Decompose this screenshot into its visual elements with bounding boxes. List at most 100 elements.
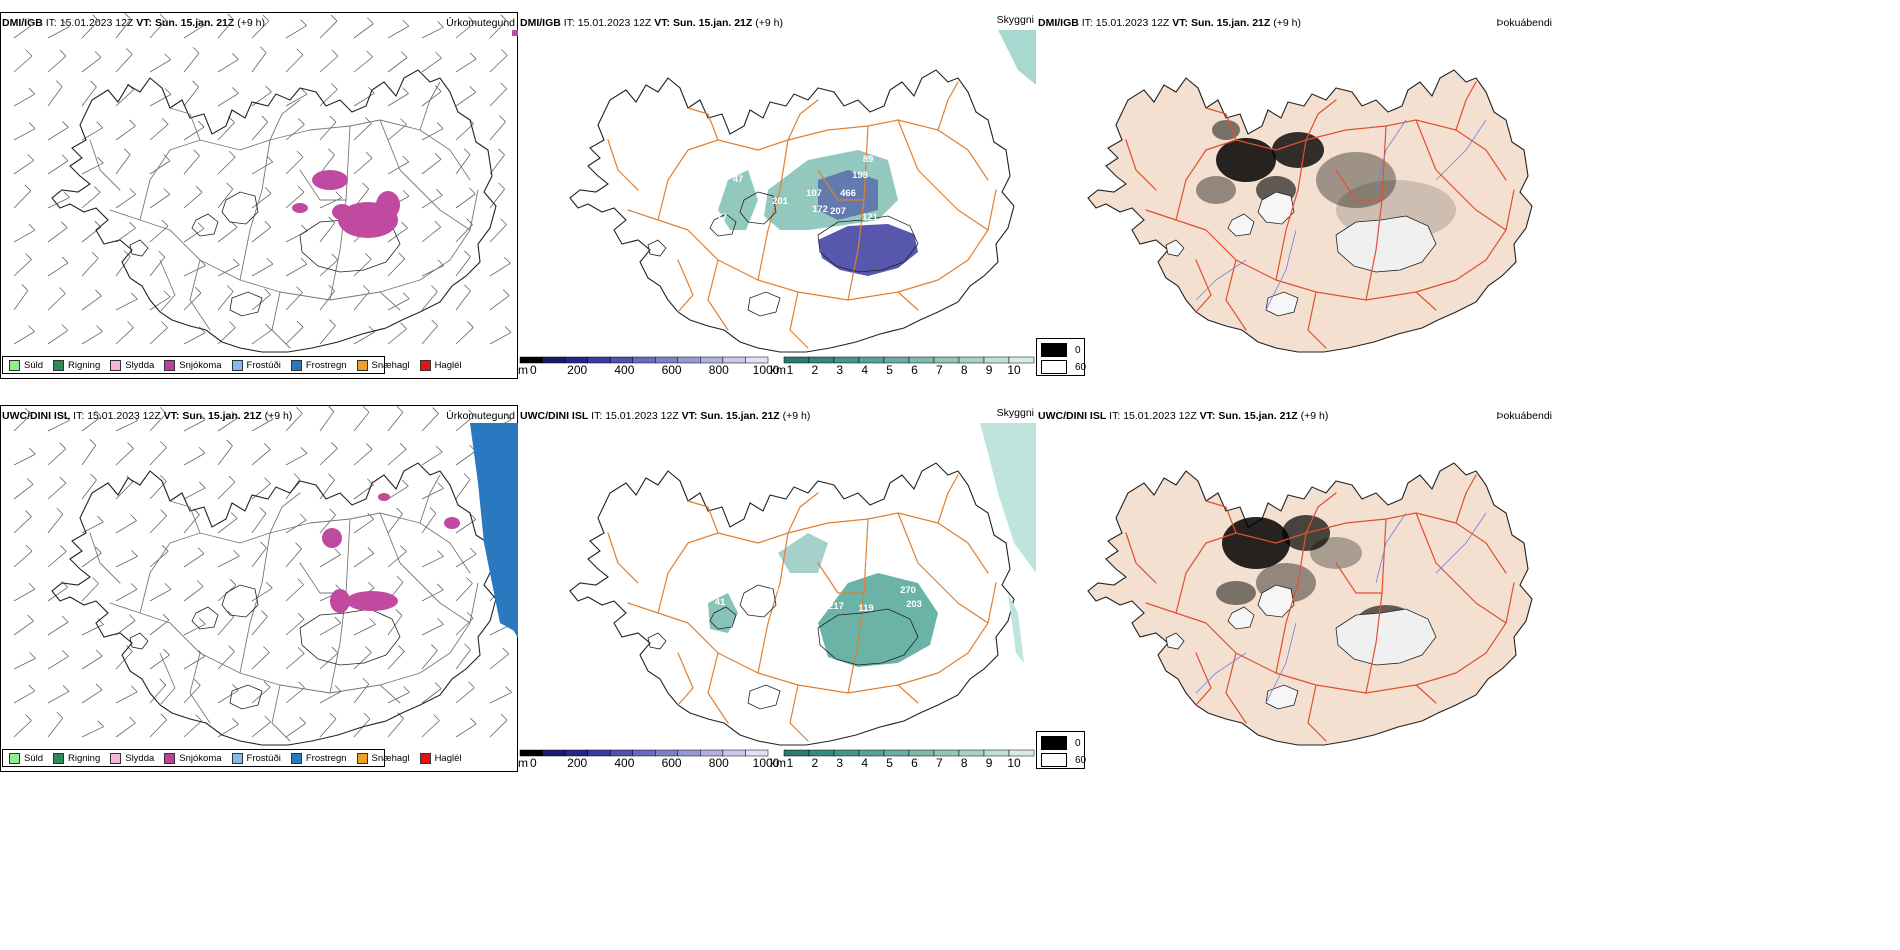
barb-flag (365, 117, 372, 124)
barb-flag (27, 154, 35, 161)
barb-flag (398, 645, 405, 652)
barb-flag (25, 49, 33, 57)
barb-flag (366, 50, 373, 58)
barb-flag (364, 252, 372, 260)
barb-flag (464, 643, 471, 651)
visibility-label: 77 (717, 212, 728, 223)
barb-flag (469, 85, 476, 93)
wind-barb (285, 584, 304, 602)
wind-barb (387, 328, 407, 345)
barb-flag (328, 473, 335, 481)
barb-flag (161, 545, 169, 552)
wind-barb (251, 587, 273, 602)
barb-flag (328, 216, 335, 224)
barb-flag (28, 325, 35, 332)
barb-flag (126, 645, 133, 652)
snowfall-area (330, 589, 350, 613)
wind-barb (13, 620, 34, 636)
wind-barb (251, 294, 271, 311)
visibility-label: 139 (902, 194, 918, 205)
barb-flag (55, 80, 63, 87)
offset: (+9 h) (782, 410, 811, 422)
barb-flag (331, 83, 338, 90)
wind-barb (455, 583, 473, 602)
wind-barb (455, 327, 474, 345)
barb-flag (434, 85, 442, 92)
legend-label: 60 (1075, 754, 1087, 766)
wind-barb (217, 156, 236, 175)
wind-barb (115, 691, 138, 704)
barb-flag (469, 717, 477, 725)
colorbar-tick: 8 (961, 363, 968, 377)
wind-barb (421, 556, 444, 568)
barb-flag (400, 545, 407, 552)
sea-visibility-area (998, 30, 1036, 85)
wind-barb (217, 188, 234, 209)
wind-barb (81, 57, 102, 73)
barb-flag (260, 541, 267, 549)
barb-flag (498, 148, 505, 156)
barb-flag (95, 546, 102, 554)
colorbar-tick: 0 (530, 363, 537, 377)
legend-swatch (53, 752, 65, 764)
barb-flag (501, 49, 508, 56)
wind-barb (149, 619, 170, 636)
wind-barb (149, 59, 171, 73)
barb-flag (437, 583, 444, 591)
wind-barb (115, 256, 131, 277)
visibility-label: 207 (830, 206, 846, 217)
wind-barb (251, 513, 267, 534)
wind-barb (421, 513, 437, 534)
visibility-label: 89 (863, 154, 874, 165)
vt-value: Sun. 15.jan. 21Z (672, 17, 753, 29)
barb-flag (161, 118, 169, 125)
wind-barb (81, 689, 103, 704)
wind-barb (489, 653, 509, 670)
wind-barb (387, 412, 404, 432)
barb-flag (128, 614, 136, 621)
wind-barb (421, 720, 440, 738)
wind-barb (13, 516, 32, 534)
wind-barbs (13, 12, 512, 345)
fog-area (1272, 132, 1324, 168)
barb-flag (464, 284, 471, 292)
barb-flag (164, 583, 172, 590)
wind-barb (285, 54, 304, 73)
wind-barb (387, 298, 410, 311)
barb-flag (63, 414, 70, 421)
wind-barb (285, 413, 303, 432)
visibility-label: 217 (828, 601, 844, 612)
wind-barb (455, 450, 476, 466)
barb-flag (504, 326, 512, 333)
wind-barb (47, 621, 69, 636)
panel-title: Úrkomutegund (446, 17, 515, 29)
barb-flag (232, 87, 239, 94)
barb-flag (63, 191, 70, 198)
barb-flag (232, 53, 239, 60)
barb-flag (331, 253, 339, 261)
wind-barb (183, 228, 205, 243)
visibility-label: 466 (840, 188, 856, 199)
vt-value: Sun. 15.jan. 21Z (182, 410, 262, 422)
wind-barb (183, 265, 206, 277)
wind-barb (319, 325, 336, 345)
wind-barb (387, 551, 407, 568)
barb-flag (261, 610, 268, 617)
barb-flag (131, 414, 138, 421)
barb-flag (431, 285, 438, 292)
wind-barb (13, 229, 36, 243)
wind-barb (421, 57, 442, 73)
barb-flag (199, 617, 206, 625)
barb-flag (403, 686, 410, 693)
barb-flag (400, 322, 407, 330)
wind-barb (183, 52, 200, 73)
wind-barb (319, 121, 337, 141)
wind-barb (251, 547, 267, 568)
wind-barb (251, 20, 270, 39)
barb-flag (97, 515, 104, 523)
barb-flag (437, 21, 444, 28)
precip-legend-item: Frostregn (290, 752, 347, 764)
wind-barb (285, 93, 308, 107)
wind-barb (13, 290, 29, 311)
barb-flag (226, 285, 234, 292)
